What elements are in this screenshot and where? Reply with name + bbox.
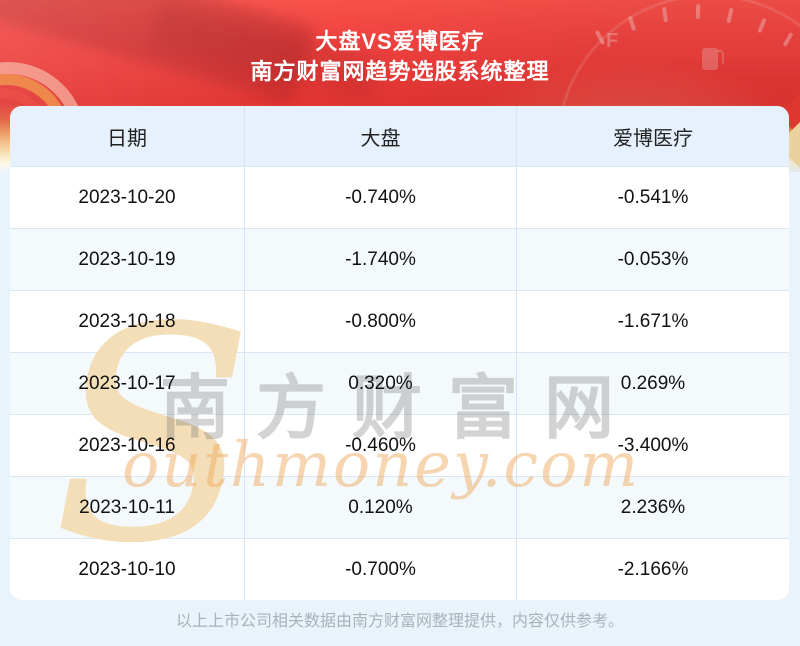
market-cell: -0.700% [244, 539, 516, 600]
date-cell: 2023-10-20 [78, 186, 176, 208]
page-title: 大盘VS爱博医疗 [315, 29, 485, 54]
data-table: 日期 大盘 爱博医疗 2023-10-20 -0.740% -0.541% 20… [10, 106, 789, 600]
stock-cell: 0.269% [516, 353, 789, 414]
table-row: 2023-10-20 -0.740% -0.541% [10, 166, 789, 228]
stock-cell: -1.671% [516, 291, 789, 352]
column-header-market: 大盘 [244, 106, 516, 166]
disclaimer-text: 以上上市公司相关数据由南方财富网整理提供，内容仅供参考。 [175, 613, 624, 630]
stock-cell: 2.236% [516, 477, 789, 538]
date-cell: 2023-10-16 [78, 434, 176, 456]
market-cell: -0.800% [244, 291, 516, 352]
column-header-date: 日期 [107, 127, 147, 150]
table-row: 2023-10-10 -0.700% -2.166% [10, 538, 789, 600]
banner-titles: 大盘VS爱博医疗 南方财富网趋势选股系统整理 [0, 27, 800, 87]
date-cell: 2023-10-11 [79, 496, 175, 518]
gauge-tick [695, 3, 701, 20]
gauge-tick [661, 6, 669, 23]
gauge-tick [726, 7, 734, 24]
date-cell: 2023-10-19 [78, 248, 176, 270]
stock-cell: -2.166% [516, 539, 789, 600]
page-subtitle: 南方财富网趋势选股系统整理 [250, 59, 550, 84]
stock-cell: -0.541% [516, 167, 789, 228]
table-row: 2023-10-17 0.320% 0.269% [10, 352, 789, 414]
table-row: 2023-10-11 0.120% 2.236% [10, 476, 789, 538]
date-cell: 2023-10-18 [78, 310, 176, 332]
date-cell: 2023-10-10 [78, 558, 176, 580]
market-cell: 0.320% [244, 353, 516, 414]
table-header-row: 日期 大盘 爱博医疗 [10, 106, 789, 166]
date-cell: 2023-10-17 [78, 372, 176, 394]
stock-cell: -0.053% [516, 229, 789, 290]
table-row: 2023-10-16 -0.460% -3.400% [10, 414, 789, 476]
market-cell: -0.740% [244, 167, 516, 228]
stock-cell: -3.400% [516, 415, 789, 476]
market-cell: 0.120% [244, 477, 516, 538]
market-cell: -1.740% [244, 229, 516, 290]
market-cell: -0.460% [244, 415, 516, 476]
column-header-stock: 爱博医疗 [516, 106, 789, 166]
table-row: 2023-10-18 -0.800% -1.671% [10, 290, 789, 352]
table-row: 2023-10-19 -1.740% -0.053% [10, 228, 789, 290]
